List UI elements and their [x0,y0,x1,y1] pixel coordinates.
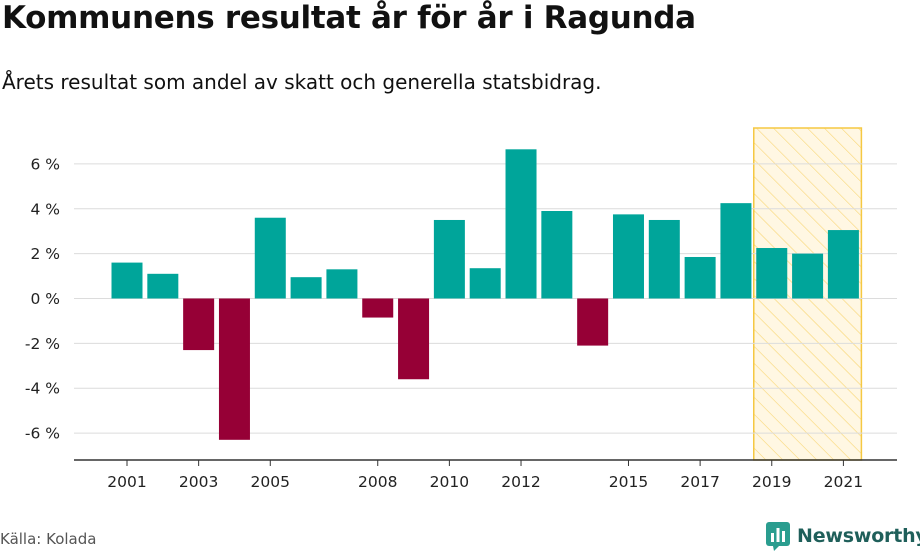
y-tick-label: 6 % [30,155,60,173]
x-tick-label: 2010 [430,473,469,491]
bar-2005 [254,217,286,299]
bar-2015 [612,214,644,299]
bar-2017 [684,256,716,299]
x-tick-label: 2008 [358,473,397,491]
brand-name: Newsworthy [797,525,920,547]
x-tick-label: 2015 [609,473,648,491]
newsworthy-logo-icon [766,522,790,551]
bar-2018 [720,203,752,299]
brand-logo: Newsworthy [765,519,920,553]
chart-subtitle: Årets resultat som andel av skatt och ge… [2,70,602,94]
x-tick-label: 2019 [752,473,791,491]
bar-2007 [326,269,358,299]
y-tick-label: -2 % [25,335,60,353]
bar-2013 [541,211,573,299]
bar-2003 [183,298,215,351]
x-tick-label: 2012 [501,473,540,491]
x-tick-label: 2001 [107,473,146,491]
y-tick-label: -6 % [25,425,60,443]
bar-2020 [792,253,824,299]
bar-2010 [433,219,465,299]
bar-2009 [398,298,430,380]
bar-2014 [577,298,609,346]
bar-2002 [147,273,179,299]
y-tick-label: 0 % [30,290,60,308]
y-tick-label: 4 % [30,200,60,218]
bar-2012 [505,149,537,299]
y-tick-label: 2 % [30,245,60,263]
bar-2016 [648,219,680,299]
bar-2021 [827,230,859,299]
x-tick-label: 2003 [179,473,218,491]
bar-2006 [290,277,322,299]
bar-2011 [469,268,501,299]
x-tick-label: 2005 [251,473,290,491]
bar-2019 [756,248,788,299]
bar-2001 [111,262,143,299]
y-tick-label: -4 % [25,380,60,398]
x-tick-label: 2017 [680,473,719,491]
source-note: Källa: Kolada [0,530,97,548]
bar-2008 [362,298,394,318]
x-tick-label: 2021 [824,473,863,491]
chart-title: Kommunens resultat år för år i Ragunda [2,0,696,36]
bar-2004 [218,298,250,440]
